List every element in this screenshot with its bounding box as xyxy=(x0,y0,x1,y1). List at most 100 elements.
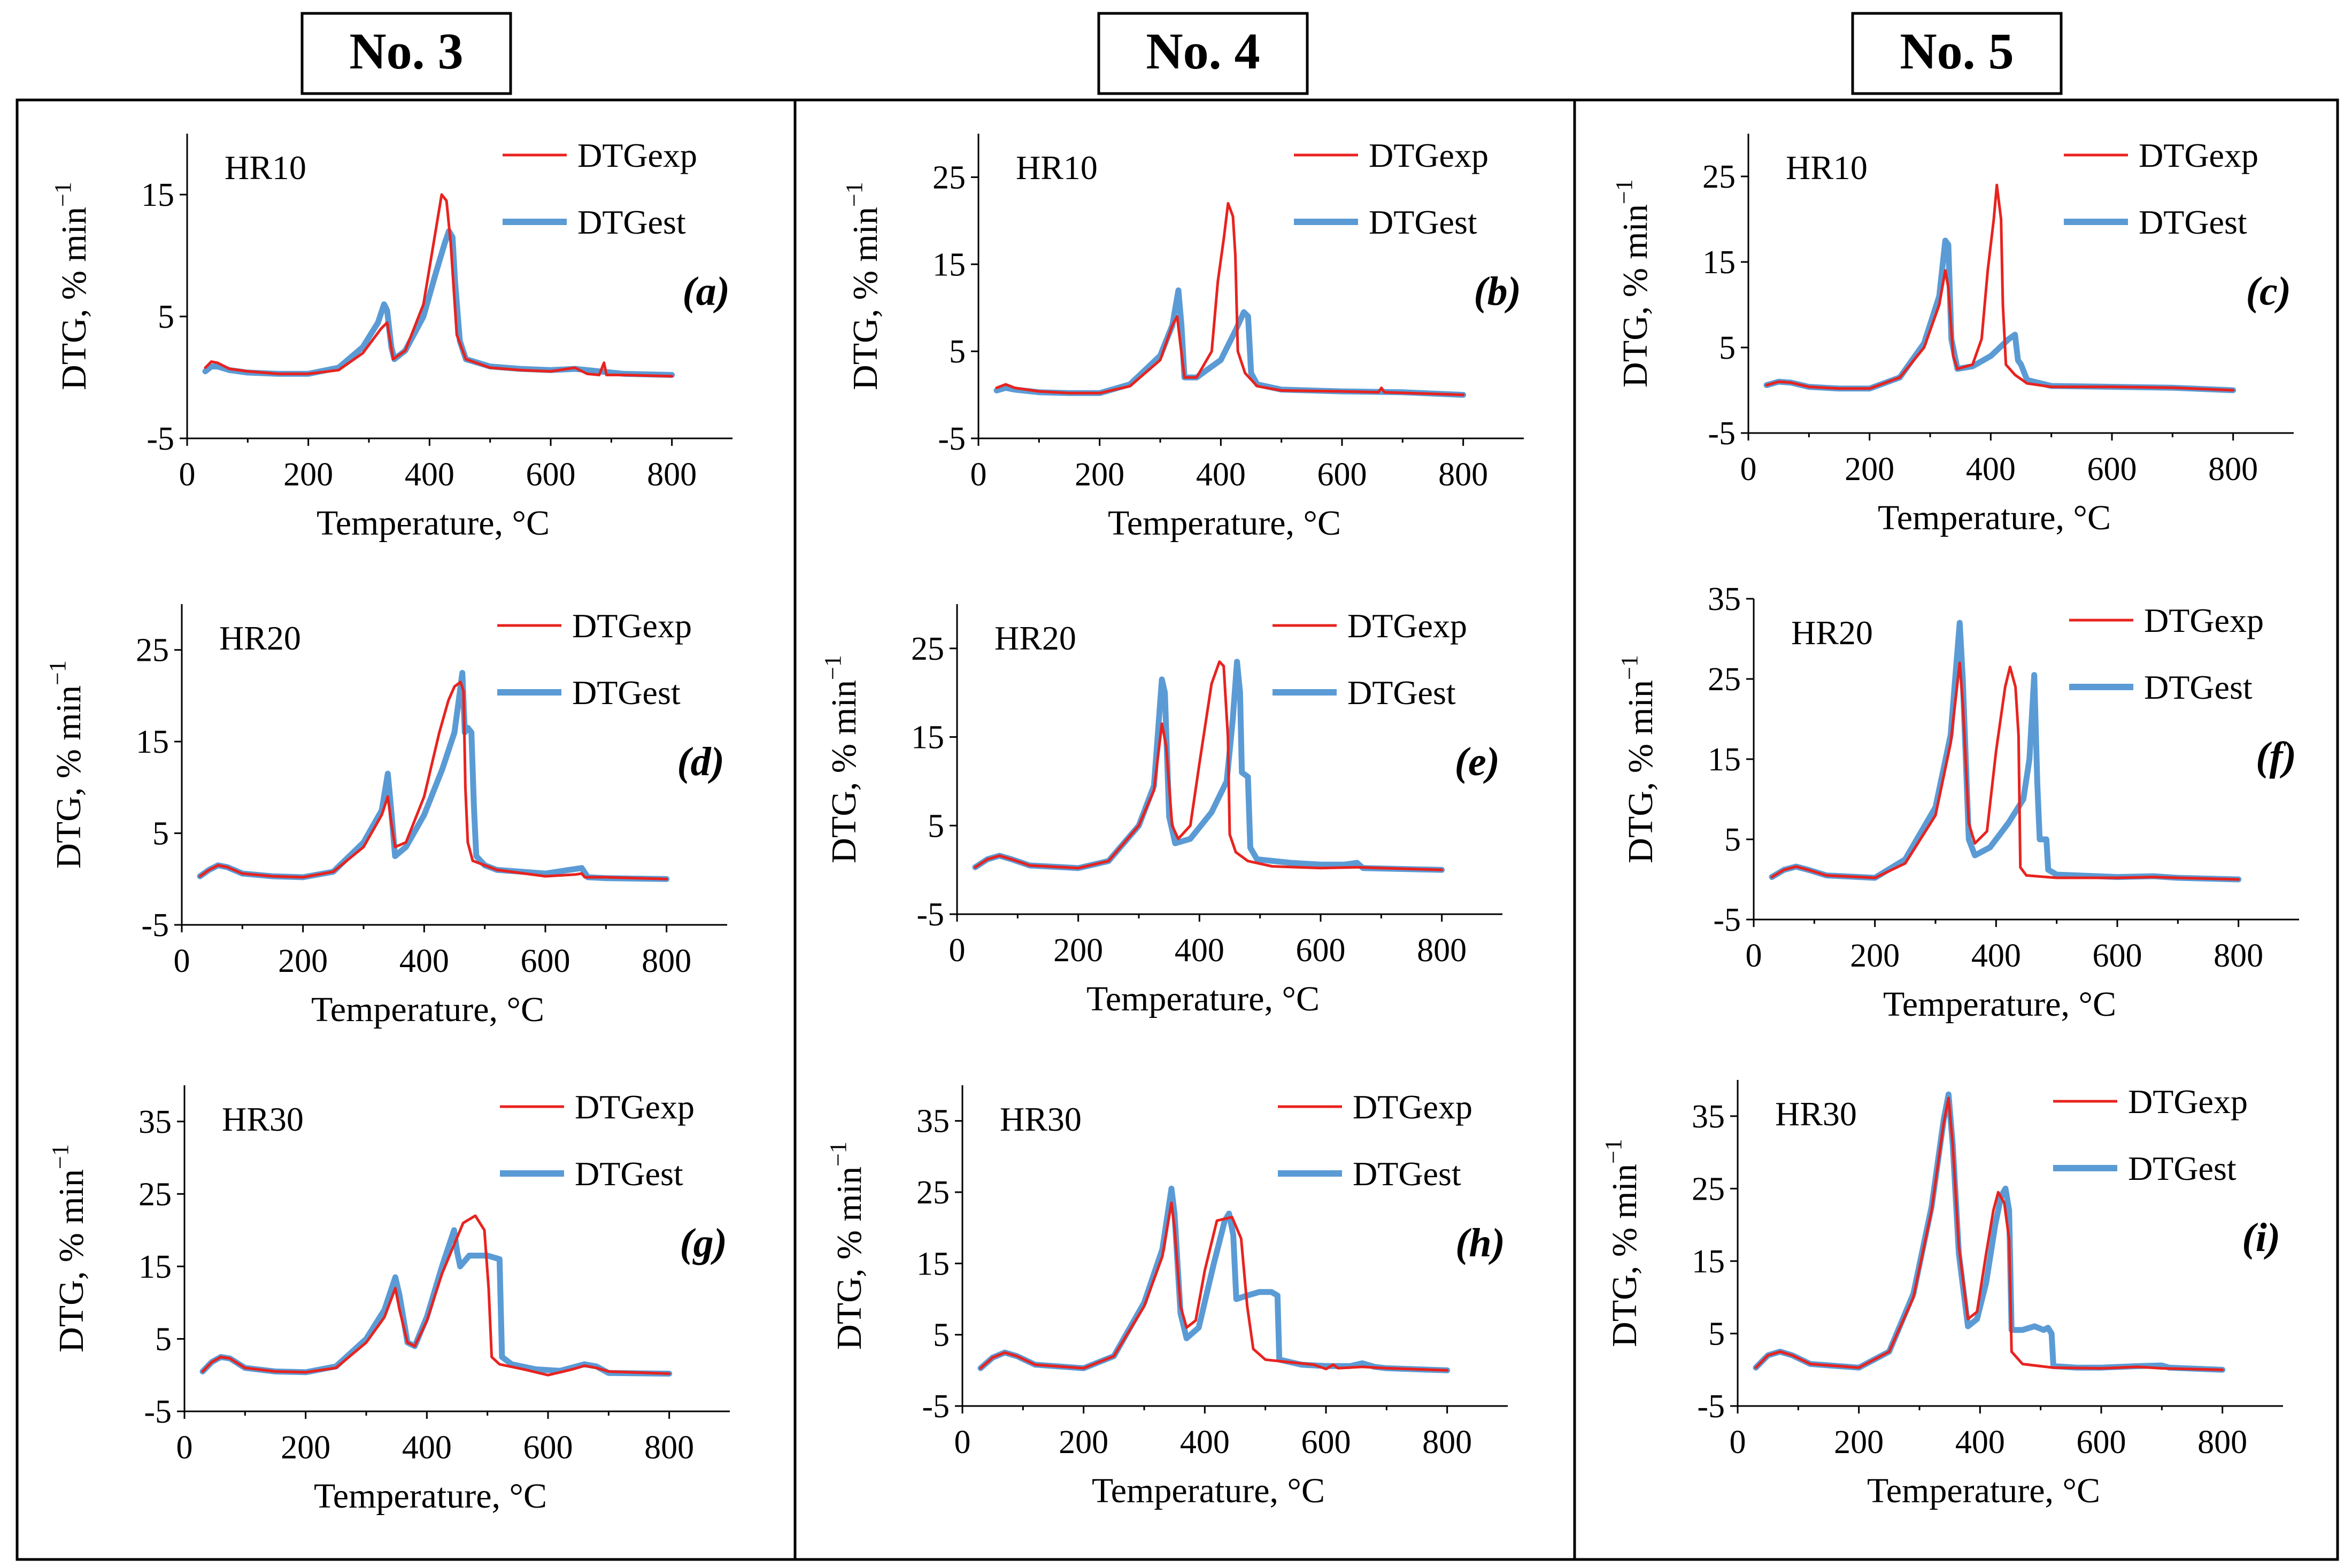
x-tick-label: 400 xyxy=(1180,1424,1230,1461)
x-axis-title: Temperature, °C xyxy=(317,504,550,543)
chart-panel-c: 0 200 400 600 800 -5 5 15 25 Temperature, °C DTG, … xyxy=(1611,134,2294,537)
legend-label-dtgest: DTGest xyxy=(575,1155,683,1193)
x-tick-label: 800 xyxy=(2208,451,2258,488)
legend-label-dtgest: DTGest xyxy=(1369,203,1477,241)
y-tick-label: -5 xyxy=(146,421,174,457)
x-tick-label: 800 xyxy=(2214,938,2263,974)
series-line-dtgest xyxy=(977,1185,1451,1373)
legend-label-dtgexp: DTGexp xyxy=(577,136,697,174)
x-tick-label: 200 xyxy=(1053,932,1103,969)
svg-text:No. 4: No. 4 xyxy=(1146,22,1260,80)
y-tick-label: 15 xyxy=(136,724,169,760)
x-tick-label: 200 xyxy=(1834,1424,1884,1461)
legend-label-dtgexp: DTGexp xyxy=(575,1088,695,1126)
legend-label-dtgexp: DTGexp xyxy=(1369,136,1489,174)
y-tick-label: -5 xyxy=(922,1388,950,1425)
x-tick-label: 400 xyxy=(402,1430,452,1466)
x-tick-label: 600 xyxy=(2077,1424,2126,1461)
y-axis-title: DTG, % min−1 xyxy=(825,1141,869,1350)
x-tick-label: 200 xyxy=(1845,451,1894,488)
legend-label-dtgexp: DTGexp xyxy=(2139,136,2258,174)
x-tick-label: 600 xyxy=(2087,451,2137,488)
series-line-dtgexp xyxy=(1765,183,2235,392)
x-axis-title: Temperature, °C xyxy=(1878,498,2111,537)
legend-label-dtgexp: DTGexp xyxy=(1353,1088,1472,1126)
chart-panel-h: 0 200 400 600 800 -5 5 15 25 35 Temperature, °C DTG… xyxy=(825,1085,1508,1510)
y-axis-title: DTG, % min−1 xyxy=(841,182,885,390)
panel-letter: (i) xyxy=(2242,1215,2280,1260)
x-tick-label: 0 xyxy=(1730,1424,1746,1461)
y-tick-label: 5 xyxy=(158,299,174,335)
y-tick-label: 5 xyxy=(152,816,169,852)
y-tick-label: -5 xyxy=(1713,902,1741,938)
x-tick-label: 600 xyxy=(523,1430,573,1466)
y-tick-label: 25 xyxy=(911,631,944,667)
series-line-dtgexp xyxy=(979,1201,1449,1372)
x-tick-label: 200 xyxy=(1075,457,1124,493)
chart-panels: 0 200 400 600 800 -5 5 15 Temperature, °C DTG, % … xyxy=(44,134,2299,1516)
x-axis-title: Temperature, °C xyxy=(1086,979,1320,1018)
y-tick-label: 25 xyxy=(932,159,966,196)
y-tick-label: -5 xyxy=(141,907,169,944)
y-tick-label: 5 xyxy=(1719,330,1736,366)
chart-panel-e: 0 200 400 600 800 -5 5 15 25 Temperature, °C DTG, … xyxy=(820,604,1502,1018)
panel-letter: (a) xyxy=(682,269,730,314)
y-tick-label: 5 xyxy=(933,1317,950,1354)
chart-panel-f: 0 200 400 600 800 -5 5 15 25 35 Temperature, °C DTG… xyxy=(1616,581,2299,1024)
y-tick-label: 25 xyxy=(1702,159,1736,195)
y-tick-label: 25 xyxy=(138,1176,172,1212)
x-axis-title: Temperature, °C xyxy=(1092,1471,1325,1510)
y-tick-label: 5 xyxy=(1708,1316,1725,1352)
y-tick-label: 15 xyxy=(1692,1243,1725,1280)
y-tick-label: 35 xyxy=(1692,1099,1725,1135)
series-line-dtgexp xyxy=(201,1214,671,1377)
y-tick-label: 15 xyxy=(138,1249,172,1285)
x-tick-label: 0 xyxy=(970,457,987,493)
y-axis-title: DTG, % min−1 xyxy=(1616,655,1660,863)
legend-label-dtgexp: DTGexp xyxy=(572,607,692,645)
x-tick-label: 800 xyxy=(647,457,697,493)
outer-frame xyxy=(16,98,2339,1561)
y-tick-label: -5 xyxy=(144,1394,172,1430)
x-tick-label: 400 xyxy=(1971,938,2021,974)
legend-label-dtgest: DTGest xyxy=(2128,1149,2237,1187)
heating-rate-label: HR30 xyxy=(1775,1095,1857,1133)
x-tick-label: 0 xyxy=(179,457,196,493)
x-axis-title: Temperature, °C xyxy=(1867,1471,2100,1510)
chart-panel-a: 0 200 400 600 800 -5 5 15 Temperature, °C DTG, % … xyxy=(50,134,732,543)
legend-label-dtgest: DTGest xyxy=(577,203,686,241)
x-tick-label: 600 xyxy=(1317,457,1367,493)
chart-panel-d: 0 200 400 600 800 -5 5 15 25 Temperature, °C DTG, … xyxy=(44,604,727,1029)
series-line-dtgest xyxy=(993,287,1467,398)
heating-rate-label: HR10 xyxy=(1016,149,1098,187)
y-tick-label: 35 xyxy=(138,1104,172,1140)
x-tick-label: 600 xyxy=(1296,932,1346,969)
y-tick-label: 25 xyxy=(1708,661,1741,698)
y-tick-label: -5 xyxy=(1697,1388,1725,1425)
y-tick-label: -5 xyxy=(916,897,944,933)
series-line-dtgest xyxy=(199,1227,673,1377)
series-line-dtgexp xyxy=(1754,1096,2224,1371)
chart-panel-b: 0 200 400 600 800 -5 5 15 25 Temperature, °C DTG, … xyxy=(841,134,1524,543)
x-tick-label: 200 xyxy=(283,457,333,493)
y-axis-title: DTG, % min−1 xyxy=(820,655,863,863)
y-axis-title: DTG, % min−1 xyxy=(1600,1139,1644,1347)
x-tick-label: 400 xyxy=(405,457,454,493)
y-axis-title: DTG, % min−1 xyxy=(47,1144,91,1353)
y-tick-label: 5 xyxy=(949,334,966,370)
panel-letter: (f) xyxy=(2256,734,2296,779)
x-tick-label: 800 xyxy=(1422,1424,1472,1461)
panel-letter: (g) xyxy=(680,1221,727,1265)
legend-label-dtgest: DTGest xyxy=(1353,1155,1461,1193)
y-tick-label: 35 xyxy=(916,1103,950,1140)
heating-rate-label: HR20 xyxy=(1791,614,1873,652)
x-tick-label: 400 xyxy=(1966,451,2016,488)
legend-label-dtgest: DTGest xyxy=(2144,668,2253,706)
y-tick-label: 15 xyxy=(916,1246,950,1282)
legend-label-dtgest: DTGest xyxy=(1347,674,1456,712)
series-line-dtgexp xyxy=(995,202,1465,397)
svg-text:No. 3: No. 3 xyxy=(349,22,463,80)
y-tick-label: 5 xyxy=(155,1321,172,1357)
column-header-no5: No. 5 xyxy=(1851,12,2063,95)
